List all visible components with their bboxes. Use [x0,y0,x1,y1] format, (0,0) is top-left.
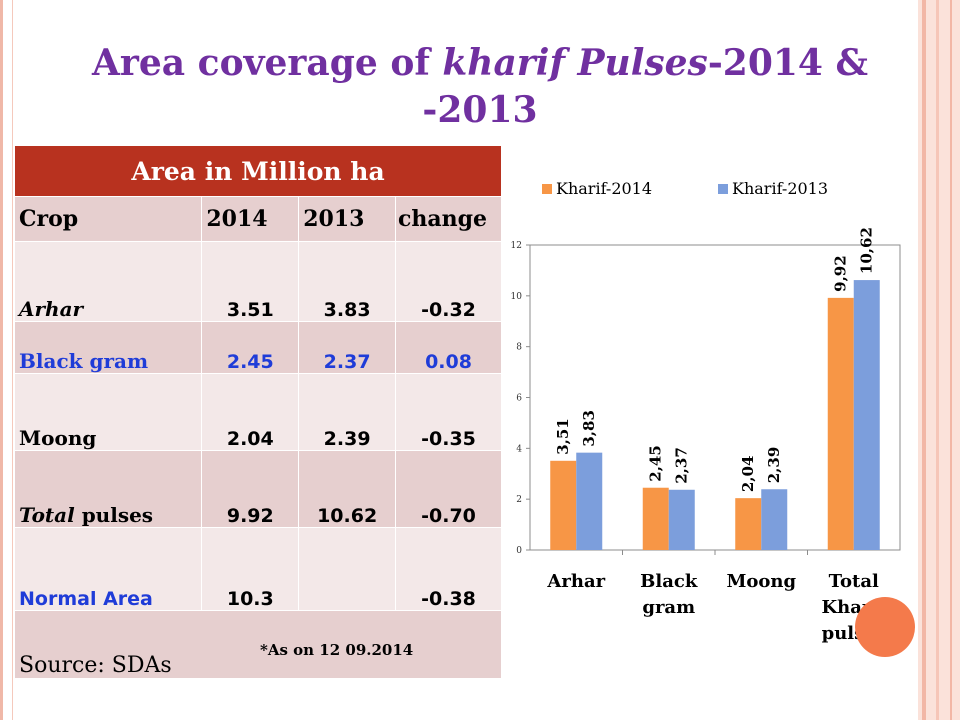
slide-title: Area coverage of kharif Pulses-2014 & -2… [60,40,900,134]
data-label: 3,83 [580,410,598,447]
category-label: Black [640,571,698,592]
source-text: Source: SDAs [19,653,172,678]
change-cell: -0.70 [395,450,502,528]
data-label: 10,62 [858,227,876,274]
title-part-2: -2014 & -2013 [422,42,868,131]
crop-cell: Arhar [13,241,203,322]
bar-2013 [853,280,880,550]
change-cell: -0.32 [395,241,502,322]
y-tick-label: 12 [511,241,522,251]
value-2013-cell: 3.83 [298,241,397,322]
frame-line-left [0,0,3,720]
table-caption: Area in Million ha [14,145,502,197]
data-label: 9,92 [832,255,850,292]
legend-swatch [718,184,728,194]
source-cell: Source: SDAs *As on 12 09.2014 [14,610,502,679]
decor-stripe [950,0,952,720]
column-header-change: change [395,196,502,242]
data-label: 2,39 [765,447,783,484]
title-italic-part: kharif Pulses [442,42,708,84]
table-row: Total pulses 9.92 10.62 -0.70 [13,450,502,528]
value-2014-cell: 10.3 [201,527,300,611]
value-2013-cell: 2.39 [298,373,397,451]
bar-2014 [827,297,854,550]
category-label: gram [642,597,695,618]
data-label: 3,51 [554,418,572,455]
value-2013-cell: 2.37 [298,321,397,374]
value-2013-cell [298,527,397,611]
legend-entry: Kharif-2014 [556,179,652,198]
table-header-row: Crop 2014 2013 change [13,196,502,242]
crop-cell: Moong [13,373,203,451]
y-tick-label: 2 [516,495,522,505]
right-decor-band [918,0,960,720]
table-row: Arhar 3.51 3.83 -0.32 [13,241,502,322]
column-header-2014: 2014 [201,196,300,242]
table-row: Black gram 2.45 2.37 0.08 [13,321,502,374]
data-label: 2,45 [647,445,665,482]
change-cell: 0.08 [395,321,502,374]
table-caption-row: Area in Million ha [14,145,502,197]
table-row: Normal Area 10.3 -0.38 [13,527,502,611]
data-label: 2,04 [739,456,757,493]
y-tick-label: 10 [511,292,523,302]
crop-cell: Black gram [13,321,203,374]
decor-stripe [936,0,939,720]
category-label: Total [829,571,879,592]
value-2014-cell: 2.04 [201,373,300,451]
bar-2014 [735,498,762,550]
y-tick-label: 0 [516,546,522,556]
decor-stripe [922,0,926,720]
y-tick-label: 6 [516,394,522,404]
crop-italic-text: Total [19,503,75,527]
value-2014-cell: 3.51 [201,241,300,322]
decor-circle [855,597,915,657]
change-cell: -0.35 [395,373,502,451]
title-part-1: Area coverage of [92,42,443,84]
legend-entry: Kharif-2013 [732,179,828,198]
category-label: Moong [726,571,796,592]
date-note: *As on 12 09.2014 [260,641,414,659]
value-2014-cell: 2.45 [201,321,300,374]
value-2014-cell: 9.92 [201,450,300,528]
area-table: Area in Million ha Crop 2014 2013 change… [13,145,502,679]
y-tick-label: 4 [516,444,522,454]
bar-2014 [642,487,669,550]
table-source-row: Source: SDAs *As on 12 09.2014 [14,610,502,679]
bar-2013 [761,489,788,550]
bar-2013 [668,489,695,550]
table-row: Moong 2.04 2.39 -0.35 [13,373,502,451]
change-cell: -0.38 [395,527,502,611]
y-tick-label: 8 [516,343,522,353]
category-label: Arhar [546,571,605,592]
crop-cell: Normal Area [13,527,203,611]
frame-line-left-inner [12,0,13,720]
bar-2014 [550,460,577,550]
column-header-2013: 2013 [298,196,397,242]
legend-swatch [542,184,552,194]
crop-rest-text: pulses [74,503,154,527]
bar-2013 [576,452,603,550]
bar-chart: 0 2 4 6 8 10 12 3,51 2,45 2,04 9,92 3,83 2,37 2,39 10,… [511,179,901,644]
data-label: 2,37 [673,447,691,484]
crop-cell: Total pulses [13,450,203,528]
value-2013-cell: 10.62 [298,450,397,528]
column-header-crop: Crop [13,196,203,242]
